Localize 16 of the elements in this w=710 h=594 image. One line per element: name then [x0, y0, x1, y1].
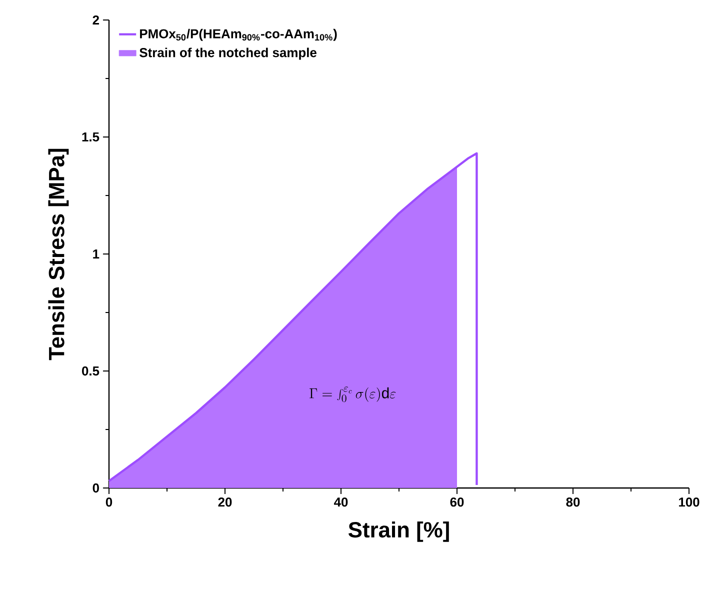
x-tick-label: 0: [106, 497, 112, 507]
x-axis-title: Strain [%]: [348, 521, 449, 542]
x-tick-label: 40: [334, 497, 348, 507]
legend-label: Strain of the notched sample: [140, 48, 316, 60]
y-tick-label: 0: [92, 483, 99, 493]
y-tick-label: 1.5: [82, 132, 100, 142]
x-tick-label: 20: [218, 497, 232, 507]
x-tick-label: 60: [450, 497, 464, 507]
y-axis-title: Tensile Stress [MPa]: [48, 148, 69, 360]
legend-label: PMOx$_{50}$/P(HEAm$_{90%}$-co-AAm$_{10%}$): [140, 28, 337, 41]
y-tick-label: 0.5: [82, 366, 100, 376]
annotation: $\Gamma = \int_{0}^{\varepsilon_{c}}\sigma(\varepsilon)\mathrm{d}\varepsilon$: [310, 386, 396, 402]
x-tick-label: 100: [679, 497, 700, 507]
x-tick-label: 80: [566, 497, 580, 507]
y-tick-label: 1: [93, 250, 100, 258]
y-tick-label: 2: [92, 15, 99, 25]
